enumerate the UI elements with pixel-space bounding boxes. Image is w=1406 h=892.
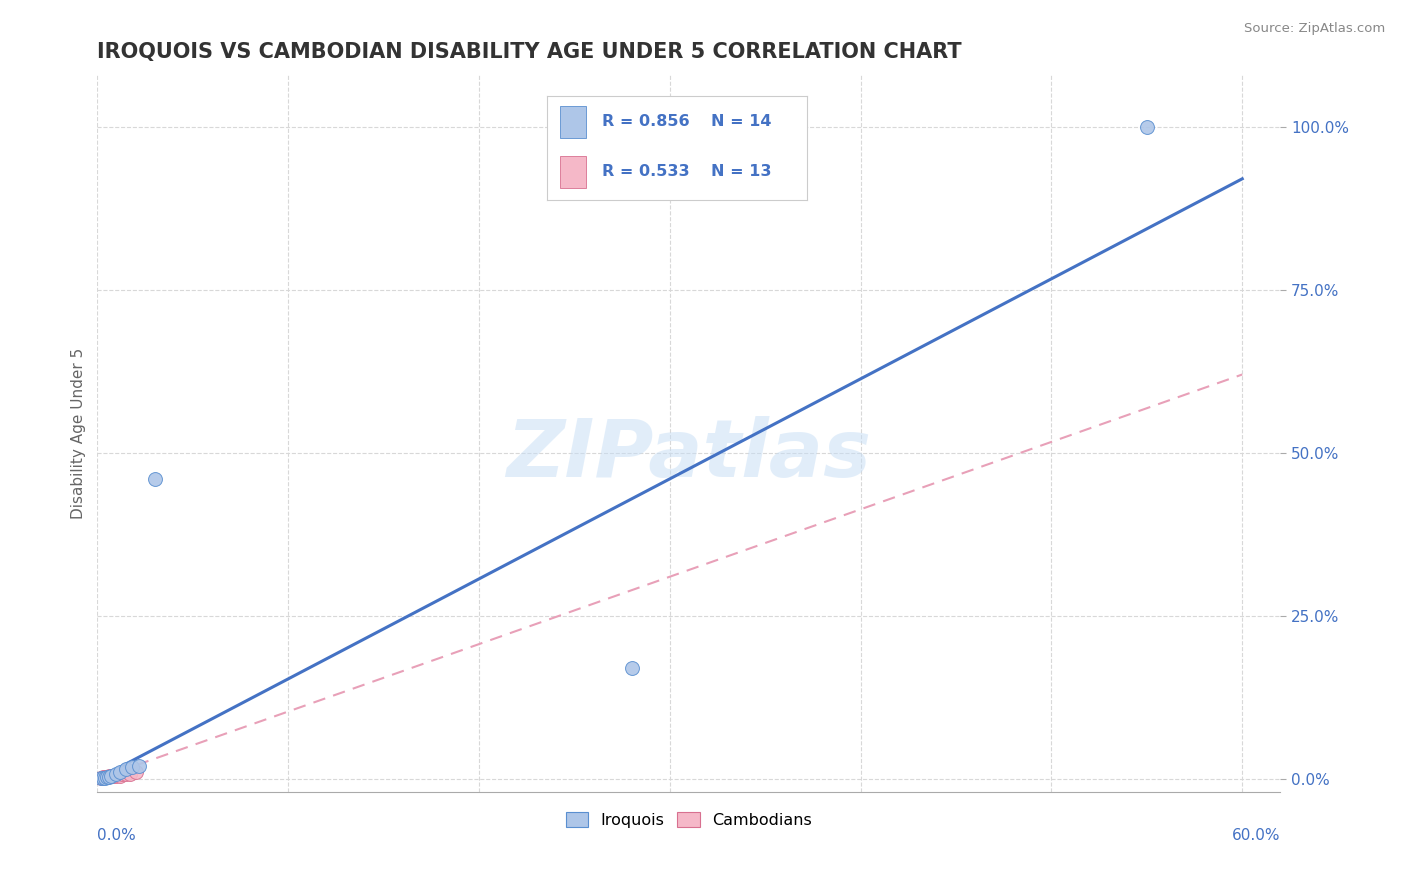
Point xyxy=(105,767,128,781)
Point xyxy=(97,769,120,783)
Point xyxy=(94,770,117,784)
Point xyxy=(90,771,112,785)
Point xyxy=(94,771,117,785)
Point xyxy=(620,661,643,675)
Point xyxy=(96,770,118,784)
Point xyxy=(115,762,138,776)
Y-axis label: Disability Age Under 5: Disability Age Under 5 xyxy=(72,348,86,519)
Point xyxy=(105,769,128,783)
Point xyxy=(121,760,143,774)
Point xyxy=(91,770,114,784)
Point xyxy=(91,771,114,785)
Point xyxy=(101,769,124,783)
Point xyxy=(100,769,122,783)
Point xyxy=(124,765,146,780)
Text: Source: ZipAtlas.com: Source: ZipAtlas.com xyxy=(1244,22,1385,36)
Point xyxy=(90,771,112,785)
Point xyxy=(110,769,132,783)
Text: 60.0%: 60.0% xyxy=(1232,828,1281,843)
Text: ZIPatlas: ZIPatlas xyxy=(506,416,872,494)
Point xyxy=(118,766,141,780)
Text: 0.0%: 0.0% xyxy=(97,828,136,843)
Point xyxy=(100,769,122,783)
Point xyxy=(1136,120,1159,134)
Point xyxy=(115,767,138,781)
Text: IROQUOIS VS CAMBODIAN DISABILITY AGE UNDER 5 CORRELATION CHART: IROQUOIS VS CAMBODIAN DISABILITY AGE UND… xyxy=(97,42,962,62)
Point xyxy=(128,759,150,773)
Point xyxy=(110,765,132,780)
Point xyxy=(143,472,166,486)
Point xyxy=(96,770,118,784)
Legend: Iroquois, Cambodians: Iroquois, Cambodians xyxy=(560,805,818,834)
Point xyxy=(97,770,120,784)
Point xyxy=(111,767,134,781)
